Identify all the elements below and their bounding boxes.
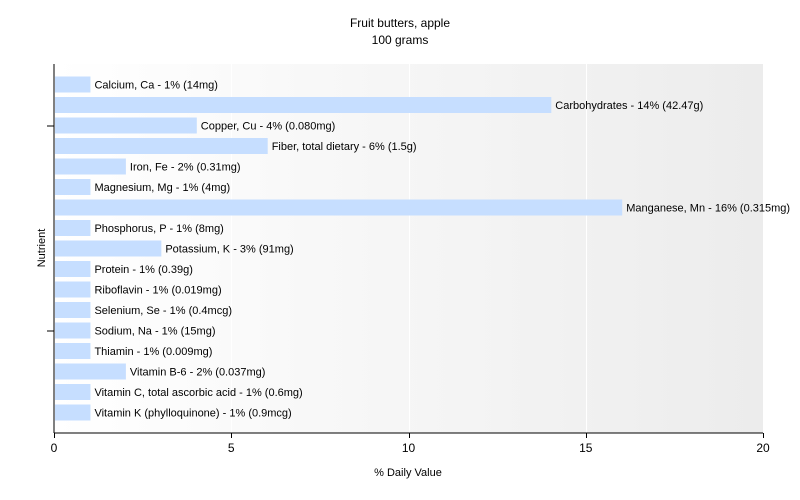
- bar: [55, 117, 197, 134]
- bar-label: Vitamin C, total ascorbic acid - 1% (0.6…: [94, 387, 302, 399]
- bar-label: Thiamin - 1% (0.009mg): [94, 346, 212, 358]
- x-tick-label: 15: [579, 441, 593, 455]
- bar: [55, 97, 552, 113]
- bar: [55, 138, 268, 154]
- bar-label: Vitamin K (phylloquinone) - 1% (0.9mcg): [94, 408, 291, 420]
- bar-label: Riboflavin - 1% (0.019mg): [94, 285, 221, 297]
- bars: [55, 76, 623, 421]
- bar: [55, 343, 91, 359]
- bar-label: Carbohydrates - 14% (42.47g): [555, 100, 703, 112]
- x-axis-ticks: 0 5 10 15 20: [51, 433, 770, 455]
- gridlines: [231, 64, 764, 433]
- bar: [55, 220, 91, 236]
- bar: [55, 179, 91, 195]
- bar: [55, 363, 126, 380]
- bar-labels: Calcium, Ca - 1% (14mg) Carbohydrates - 1…: [94, 80, 790, 420]
- chart-subtitle: 100 grams: [372, 33, 429, 47]
- bar-label: Fiber, total dietary - 6% (1.5g): [272, 141, 417, 153]
- bar-label: Protein - 1% (0.39g): [94, 264, 192, 276]
- bar: [55, 384, 91, 400]
- bar-label: Selenium, Se - 1% (0.4mcg): [94, 305, 232, 317]
- bar-label: Potassium, K - 3% (91mg): [165, 244, 293, 256]
- x-tick-label: 10: [402, 441, 416, 455]
- bar-label: Copper, Cu - 4% (0.080mg): [201, 121, 336, 133]
- x-tick-label: 20: [756, 441, 770, 455]
- bar-label: Magnesium, Mg - 1% (4mg): [94, 182, 230, 194]
- bar-label: Iron, Fe - 2% (0.31mg): [130, 162, 241, 174]
- x-tick-label: 5: [228, 441, 235, 455]
- bar-label: Vitamin B-6 - 2% (0.037mg): [130, 367, 266, 379]
- bar: [55, 240, 162, 257]
- x-axis-title: % Daily Value: [374, 467, 442, 479]
- bar: [55, 404, 91, 421]
- bar: [55, 261, 91, 277]
- bar-label: Sodium, Na - 1% (15mg): [94, 326, 215, 338]
- x-tick-label: 0: [51, 441, 58, 455]
- bar: [55, 76, 91, 93]
- bar: [55, 302, 91, 318]
- bar-label: Manganese, Mn - 16% (0.315mg): [626, 203, 790, 215]
- bar: [55, 322, 91, 339]
- bar-label: Calcium, Ca - 1% (14mg): [94, 80, 217, 92]
- bar-label: Phosphorus, P - 1% (8mg): [94, 223, 223, 235]
- chart-title: Fruit butters, apple: [350, 16, 450, 30]
- y-axis-title: Nutrient: [36, 229, 48, 268]
- bar: [55, 281, 91, 298]
- bar: [55, 199, 623, 216]
- bar: [55, 158, 126, 175]
